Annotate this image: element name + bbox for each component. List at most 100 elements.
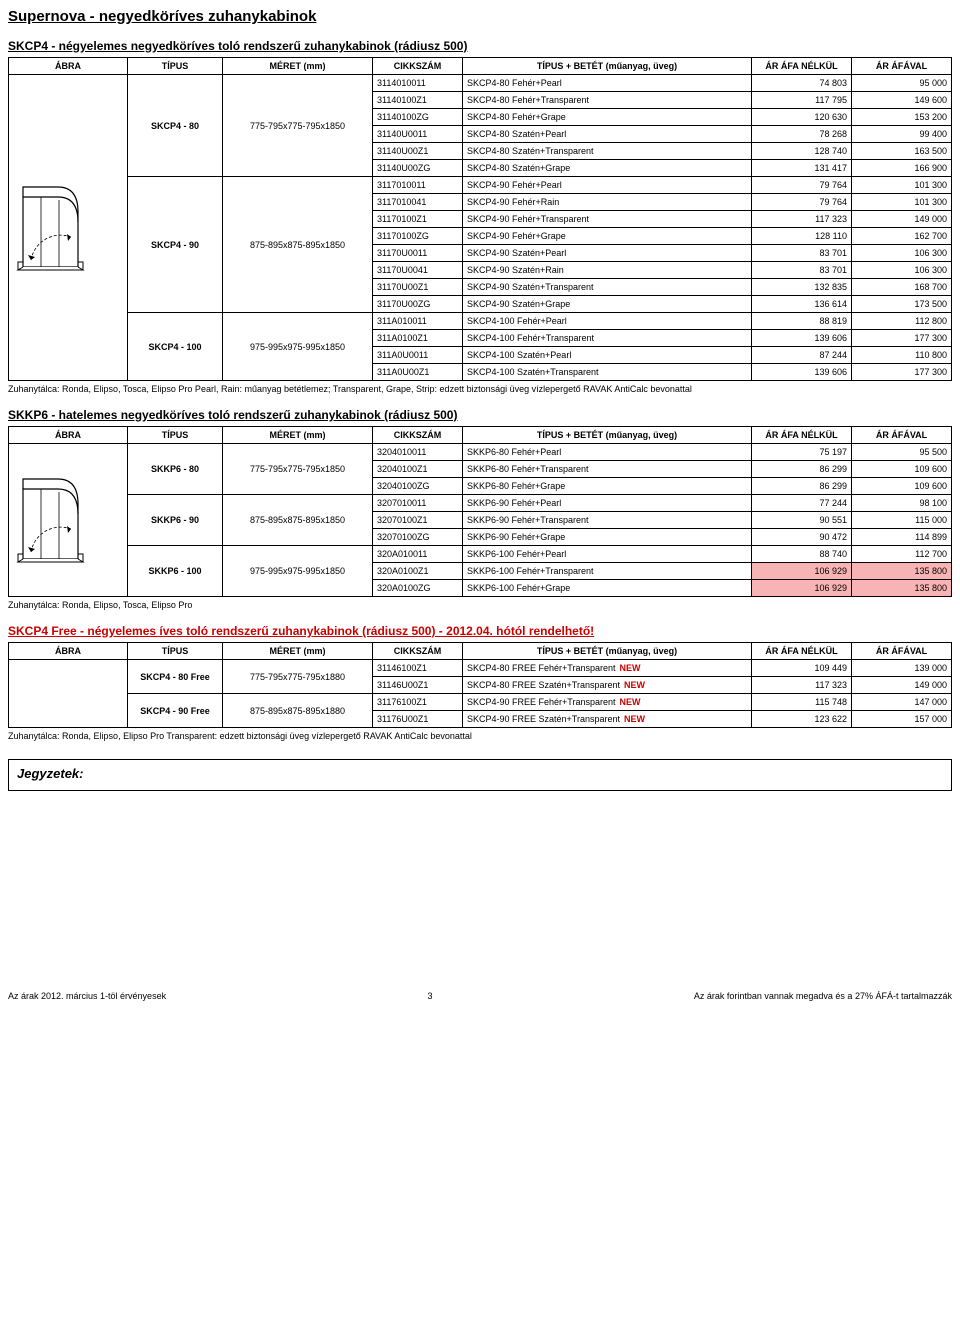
product-size: 775-795x775-795x1880 [223,660,373,694]
product-size: 875-895x875-895x1850 [223,177,373,313]
product-description: SKKP6-80 Fehér+Transparent [463,461,752,478]
price-net: 77 244 [752,495,852,512]
price-net: 139 606 [752,364,852,381]
price-gross: 135 800 [852,563,952,580]
col-ar-afaval: ÁR ÁFÁVAL [852,427,952,444]
product-description: SKCP4-100 Szatén+Pearl [463,347,752,364]
page-title: Supernova - negyedköríves zuhanykabinok [8,8,952,25]
product-description: SKCP4-80 Fehér+Pearl [463,75,752,92]
product-description: SKCP4-80 Szatén+Transparent [463,143,752,160]
price-gross: 168 700 [852,279,952,296]
col-ar-afaval: ÁR ÁFÁVAL [852,58,952,75]
price-net: 88 740 [752,546,852,563]
price-net: 79 764 [752,177,852,194]
section3-title: SKCP4 Free - négyelemes íves toló rendsz… [8,624,952,638]
product-size: 975-995x975-995x1850 [223,546,373,597]
product-description: SKCP4-90 Fehér+Grape [463,228,752,245]
section1-title: SKCP4 - négyelemes negyedköríves toló re… [8,39,952,53]
product-description: SKCP4-80 Szatén+Pearl [463,126,752,143]
table-row: SKCP4 - 90875-895x875-895x18503117010011… [9,177,952,194]
col-tipus-betet: TÍPUS + BETÉT (műanyag, üveg) [463,643,752,660]
col-meret: MÉRET (mm) [223,58,373,75]
price-net: 106 929 [752,563,852,580]
product-size: 775-795x775-795x1850 [223,444,373,495]
table-header-row: ÁBRA TÍPUS MÉRET (mm) CIKKSZÁM TÍPUS + B… [9,58,952,75]
product-description: SKCP4-90 Szatén+Grape [463,296,752,313]
product-description: SKCP4-80 FREE Fehér+TransparentNEW [463,660,752,677]
product-sku: 32040100ZG [373,478,463,495]
product-description: SKCP4-90 Szatén+Pearl [463,245,752,262]
col-cikkszam: CIKKSZÁM [373,427,463,444]
price-net: 123 622 [752,711,852,728]
col-tipus-betet: TÍPUS + BETÉT (műanyag, üveg) [463,427,752,444]
product-image-cell [9,444,128,597]
product-sku: 32040100Z1 [373,461,463,478]
col-abra: ÁBRA [9,427,128,444]
notes-box: Jegyzetek: [8,759,952,791]
price-gross: 109 600 [852,461,952,478]
product-sku: 31170U00Z1 [373,279,463,296]
price-gross: 109 600 [852,478,952,495]
product-description: SKKP6-100 Fehér+Transparent [463,563,752,580]
product-description: SKCP4-80 Fehér+Grape [463,109,752,126]
product-sku: 31170U00ZG [373,296,463,313]
price-net: 132 835 [752,279,852,296]
col-cikkszam: CIKKSZÁM [373,643,463,660]
footer-left: Az árak 2012. március 1-töl érvényesek [8,991,166,1001]
product-description: SKKP6-100 Fehér+Grape [463,580,752,597]
product-type: SKKP6 - 80 [128,444,223,495]
product-description: SKKP6-90 Fehér+Pearl [463,495,752,512]
product-sku: 31170U0011 [373,245,463,262]
price-gross: 157 000 [852,711,952,728]
product-type: SKCP4 - 80 [128,75,223,177]
col-ar-netto: ÁR ÁFA NÉLKÜL [752,427,852,444]
table-header-row: ÁBRA TÍPUS MÉRET (mm) CIKKSZÁM TÍPUS + B… [9,427,952,444]
price-gross: 106 300 [852,245,952,262]
product-size: 775-795x775-795x1850 [223,75,373,177]
product-type: SKKP6 - 100 [128,546,223,597]
product-sku: 32070100ZG [373,529,463,546]
price-net: 117 323 [752,211,852,228]
product-type: SKCP4 - 80 Free [128,660,223,694]
section3-table: ÁBRA TÍPUS MÉRET (mm) CIKKSZÁM TÍPUS + B… [8,642,952,728]
product-sku: 3114010011 [373,75,463,92]
new-badge: NEW [620,680,645,690]
col-ar-afaval: ÁR ÁFÁVAL [852,643,952,660]
col-ar-netto: ÁR ÁFA NÉLKÜL [752,643,852,660]
table-row: SKCP4 - 90 Free875-895x875-895x188031176… [9,694,952,711]
section2-title: SKKP6 - hatelemes negyedköríves toló ren… [8,408,952,422]
section2-table: ÁBRA TÍPUS MÉRET (mm) CIKKSZÁM TÍPUS + B… [8,426,952,597]
product-sku: 31140U0011 [373,126,463,143]
product-sku: 31170U0041 [373,262,463,279]
price-net: 88 819 [752,313,852,330]
price-gross: 173 500 [852,296,952,313]
product-sku: 311A0100Z1 [373,330,463,347]
col-tipus: TÍPUS [128,643,223,660]
price-net: 74 803 [752,75,852,92]
product-sku: 3207010011 [373,495,463,512]
table-row: SKKP6 - 100975-995x975-995x1850320A01001… [9,546,952,563]
col-abra: ÁBRA [9,58,128,75]
product-sku: 31176U00Z1 [373,711,463,728]
product-description: SKKP6-100 Fehér+Pearl [463,546,752,563]
product-description: SKKP6-90 Fehér+Transparent [463,512,752,529]
product-image-cell [9,75,128,381]
price-gross: 177 300 [852,330,952,347]
product-description: SKCP4-80 Szatén+Grape [463,160,752,177]
new-badge: NEW [615,697,640,707]
product-sku: 32070100Z1 [373,512,463,529]
price-gross: 153 200 [852,109,952,126]
product-sku: 31140100ZG [373,109,463,126]
price-gross: 101 300 [852,194,952,211]
price-net: 115 748 [752,694,852,711]
price-net: 128 740 [752,143,852,160]
product-sku: 311A010011 [373,313,463,330]
product-description: SKCP4-90 Szatén+Transparent [463,279,752,296]
price-net: 139 606 [752,330,852,347]
price-net: 117 323 [752,677,852,694]
product-sku: 31146100Z1 [373,660,463,677]
price-gross: 177 300 [852,364,952,381]
price-gross: 115 000 [852,512,952,529]
product-type: SKCP4 - 90 [128,177,223,313]
price-net: 120 630 [752,109,852,126]
